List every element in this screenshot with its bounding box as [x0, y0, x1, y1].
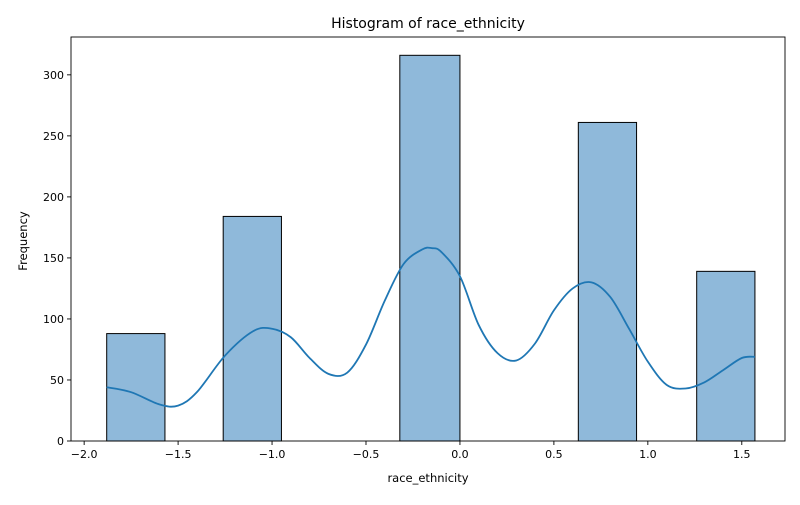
- x-tick-label: 1.5: [733, 448, 751, 461]
- y-tick-label: 100: [43, 313, 64, 326]
- x-tick-label: −1.0: [259, 448, 286, 461]
- y-tick-label: 300: [43, 69, 64, 82]
- y-tick-label: 150: [43, 252, 64, 265]
- x-tick-label: −1.5: [165, 448, 192, 461]
- x-axis-label: race_ethnicity: [387, 471, 468, 485]
- y-axis: 0 50 100 150 200 250 300: [43, 69, 71, 448]
- y-tick-label: 200: [43, 191, 64, 204]
- kde-line: [106, 246, 756, 408]
- y-axis-label: Frequency: [16, 211, 30, 271]
- x-tick-label: 1.0: [639, 448, 657, 461]
- x-tick-label: −2.0: [71, 448, 98, 461]
- x-tick-label: 0.5: [545, 448, 563, 461]
- y-tick-label: 50: [50, 374, 64, 387]
- chart-title: Histogram of race_ethnicity: [331, 16, 525, 32]
- x-tick-label: 0.0: [451, 448, 469, 461]
- x-axis: −2.0 −1.5 −1.0 −0.5 0.0 0.5 1.0 1.5: [71, 441, 751, 461]
- histogram-bar: [106, 333, 166, 442]
- y-tick-label: 250: [43, 130, 64, 143]
- x-tick-label: −0.5: [353, 448, 380, 461]
- plot-frame: [70, 36, 786, 442]
- y-tick-label: 0: [57, 435, 64, 448]
